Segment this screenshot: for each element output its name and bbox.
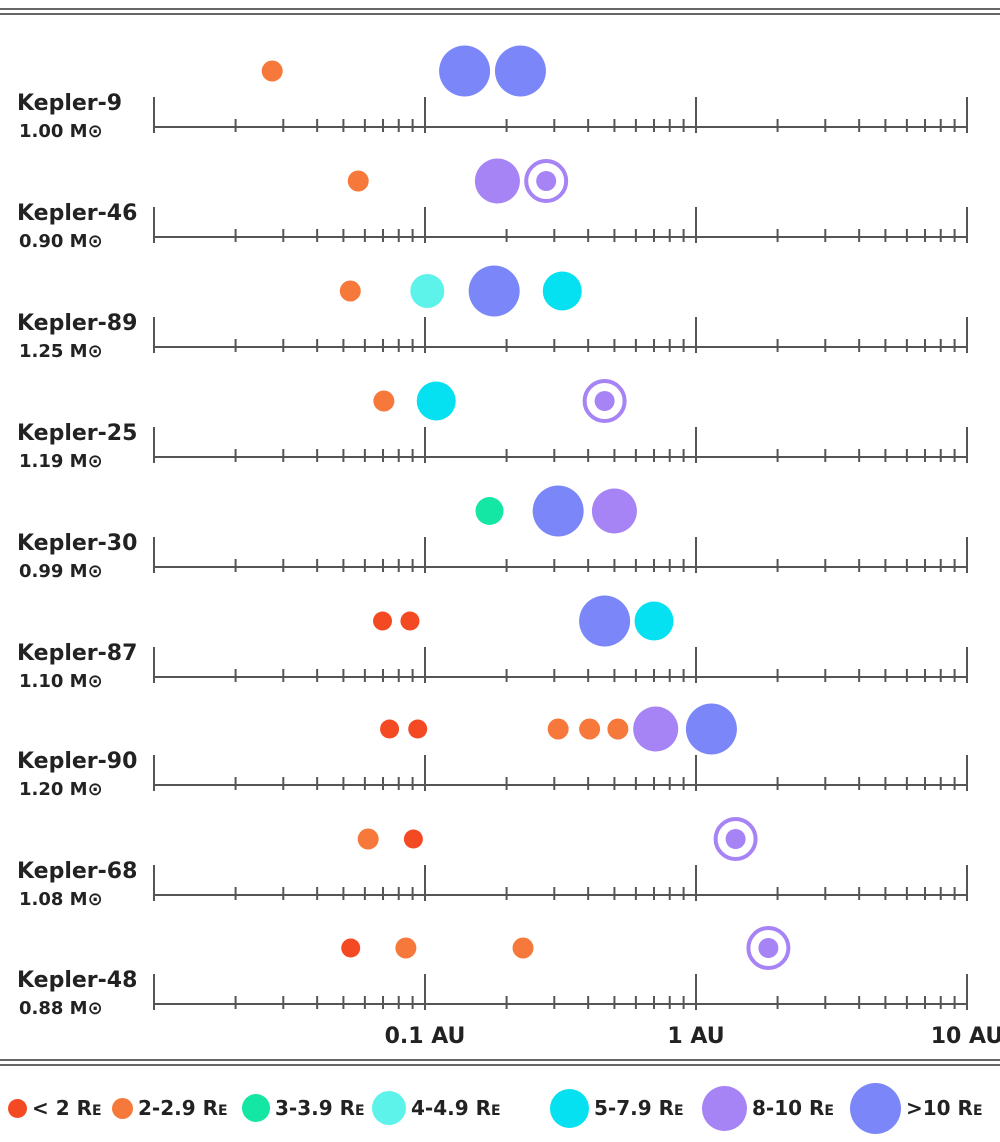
axis-tick-label: 10 AU <box>930 1024 1000 1049</box>
system-mass: 1.08 M⊙ <box>19 889 103 910</box>
top-border <box>0 8 1000 10</box>
planet-dot <box>416 381 456 421</box>
planet-dot <box>532 485 584 537</box>
legend-item: 3-3.9 RE <box>242 1078 365 1138</box>
planet-dot <box>341 938 361 958</box>
planet-dot <box>261 60 283 82</box>
planet-ring <box>713 817 758 861</box>
planet-dot <box>373 390 395 412</box>
planet-dot <box>512 937 534 959</box>
planet-dot <box>494 45 546 97</box>
planet-dot <box>347 170 369 192</box>
planet-dot <box>594 391 615 411</box>
legend-item: < 2 RE <box>8 1078 102 1138</box>
planet-dot <box>607 718 629 740</box>
planet-dot <box>758 938 779 958</box>
planet-dot <box>536 171 557 191</box>
planet-dot <box>579 718 601 740</box>
planet-dot <box>468 265 520 317</box>
legend-swatch <box>112 1097 133 1119</box>
planet-dot <box>408 719 428 739</box>
legend-swatch <box>242 1094 270 1122</box>
planet-dot <box>547 718 569 740</box>
planet-dot <box>439 45 491 97</box>
planet-dot <box>373 611 393 631</box>
legend-item: 5-7.9 RE <box>550 1078 684 1138</box>
planet-ring <box>582 379 627 423</box>
planet-dot <box>542 271 582 311</box>
legend-item: 2-2.9 RE <box>112 1078 228 1138</box>
planet-ring <box>746 926 791 970</box>
planet-dot <box>725 829 746 849</box>
system-name: Kepler-48 <box>17 968 138 993</box>
legend-label: 3-3.9 RE <box>275 1096 365 1120</box>
system-mass: 0.99 M⊙ <box>19 561 103 582</box>
system-name: Kepler-25 <box>17 421 138 446</box>
top-border-inner <box>0 13 1000 15</box>
legend-item: 4-4.9 RE <box>372 1078 501 1138</box>
legend-swatch <box>372 1091 406 1125</box>
system-mass: 0.88 M⊙ <box>19 998 103 1019</box>
legend-item: >10 RE <box>850 1078 983 1138</box>
legend-item: 8-10 RE <box>702 1078 834 1138</box>
legend-swatch <box>550 1088 589 1128</box>
system-name: Kepler-68 <box>17 859 138 884</box>
legend-swatch <box>702 1085 747 1131</box>
planet-dot <box>579 595 631 647</box>
planet-dot <box>474 158 520 204</box>
system-mass: 1.10 M⊙ <box>19 671 103 692</box>
system-mass: 1.00 M⊙ <box>19 121 103 142</box>
system-name: Kepler-90 <box>17 749 138 774</box>
system-name: Kepler-30 <box>17 531 138 556</box>
planet-dot <box>357 828 379 850</box>
planet-dot <box>400 611 420 631</box>
planet-dot <box>685 703 737 755</box>
bottom-border <box>0 1059 1000 1061</box>
planet-dot <box>380 719 400 739</box>
planet-ring <box>524 159 569 203</box>
system-mass: 1.20 M⊙ <box>19 779 103 800</box>
system-mass: 0.90 M⊙ <box>19 231 103 252</box>
planet-dot <box>591 488 637 534</box>
planet-dot <box>634 601 674 641</box>
planet-dot <box>475 497 504 525</box>
system-name: Kepler-87 <box>17 641 138 666</box>
legend-label: >10 RE <box>906 1096 983 1120</box>
system-mass: 1.25 M⊙ <box>19 341 103 362</box>
legend-label: 5-7.9 RE <box>594 1096 684 1120</box>
planet-dot <box>403 829 423 849</box>
planet-dot <box>410 274 445 308</box>
legend-label: 4-4.9 RE <box>411 1096 501 1120</box>
axis-tick-label: 0.1 AU <box>384 1024 466 1049</box>
planet-dot <box>395 937 417 959</box>
system-name: Kepler-89 <box>17 311 138 336</box>
planet-dot <box>633 706 679 752</box>
legend-label: 2-2.9 RE <box>138 1096 228 1120</box>
planet-dot <box>339 280 361 302</box>
legend-swatch <box>850 1082 901 1134</box>
legend-swatch <box>8 1098 27 1118</box>
system-name: Kepler-9 <box>17 91 123 116</box>
size-legend: < 2 RE 2-2.9 RE 3-3.9 RE 4-4.9 RE 5-7.9 RE 8-… <box>0 1078 1000 1138</box>
system-name: Kepler-46 <box>17 201 138 226</box>
legend-label: < 2 RE <box>32 1096 102 1120</box>
legend-label: 8-10 RE <box>752 1096 834 1120</box>
system-mass: 1.19 M⊙ <box>19 451 103 472</box>
bottom-border-inner <box>0 1064 1000 1066</box>
axis-tick-label: 1 AU <box>667 1024 725 1049</box>
